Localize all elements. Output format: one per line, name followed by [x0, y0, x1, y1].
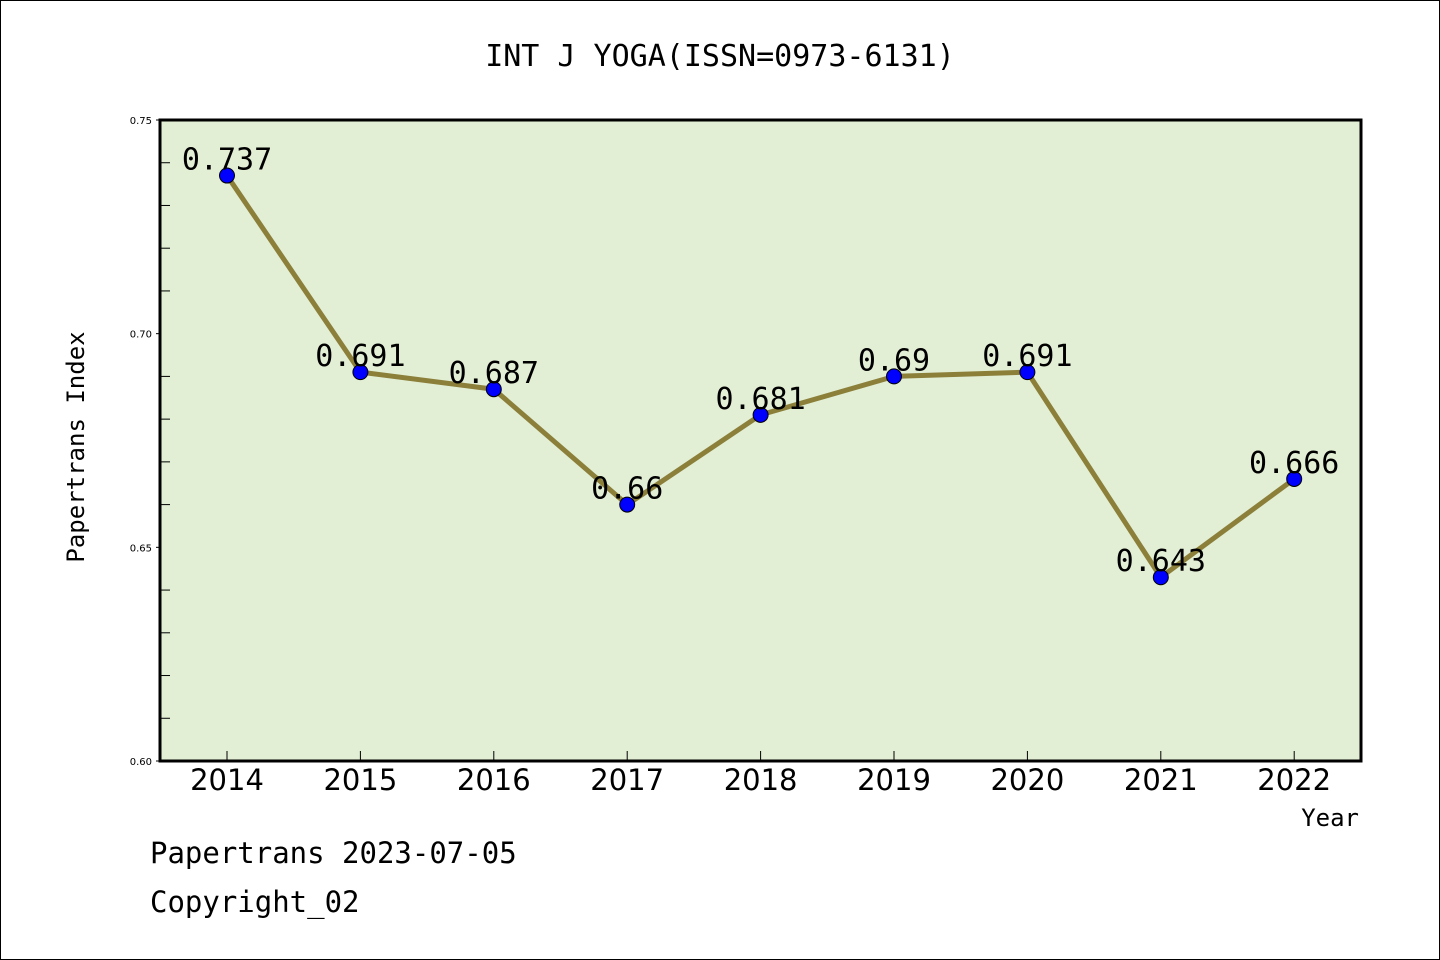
y-tick-label: 0.60 — [130, 757, 152, 768]
chart-title: INT J YOGA(ISSN=0973-6131) — [485, 39, 955, 74]
x-tick-label: 2019 — [857, 763, 931, 797]
plot-area — [158, 118, 1363, 763]
x-tick-label: 2017 — [590, 763, 664, 797]
data-point — [219, 167, 235, 184]
data-value-label: 0.66 — [591, 472, 663, 507]
y-axis-ticks: 0.60 0.65 0.70 0.75 — [130, 116, 160, 768]
data-value-label: 0.737 — [182, 143, 272, 178]
data-point — [752, 406, 769, 423]
data-point — [886, 368, 902, 385]
data-point — [1286, 470, 1303, 487]
y-tick-label: 0.75 — [130, 116, 152, 127]
data-value-label: 0.681 — [715, 382, 805, 417]
x-axis-ticks: 2014 2015 2016 2017 2018 2019 2020 2021 2022 — [190, 751, 1331, 797]
y-tick-label: 0.70 — [130, 330, 152, 341]
y-tick-label: 0.65 — [130, 543, 152, 554]
data-point — [619, 496, 636, 513]
data-value-label: 0.691 — [982, 339, 1072, 374]
footer-date-line: Papertrans 2023-07-05 — [150, 836, 517, 870]
data-value-label: 0.691 — [315, 339, 405, 374]
data-point — [485, 381, 502, 398]
data-point — [1152, 569, 1169, 586]
data-point — [352, 364, 369, 381]
data-value-label: 0.69 — [858, 343, 930, 378]
x-tick-label: 2021 — [1124, 763, 1198, 797]
footer-copyright: Copyright_02 — [150, 885, 360, 919]
y-axis-label: Papertrans Index — [62, 331, 90, 562]
data-value-label: 0.643 — [1116, 544, 1206, 579]
y-minor-ticks — [160, 162, 170, 719]
data-value-label: 0.666 — [1249, 446, 1339, 481]
data-point — [1019, 364, 1036, 381]
x-tick-label: 2014 — [190, 763, 264, 797]
x-tick-label: 2020 — [990, 763, 1064, 797]
x-tick-label: 2015 — [323, 763, 397, 797]
x-tick-label: 2018 — [724, 763, 798, 797]
x-tick-label: 2022 — [1257, 763, 1331, 797]
data-value-label: 0.687 — [449, 356, 539, 391]
data-labels: 0.737 0.691 0.687 0.66 0.681 0.69 0.691 0.643 0.… — [182, 143, 1340, 580]
data-markers — [219, 167, 1303, 586]
x-tick-label: 2016 — [457, 763, 531, 797]
x-axis-label: Year — [1301, 804, 1359, 832]
